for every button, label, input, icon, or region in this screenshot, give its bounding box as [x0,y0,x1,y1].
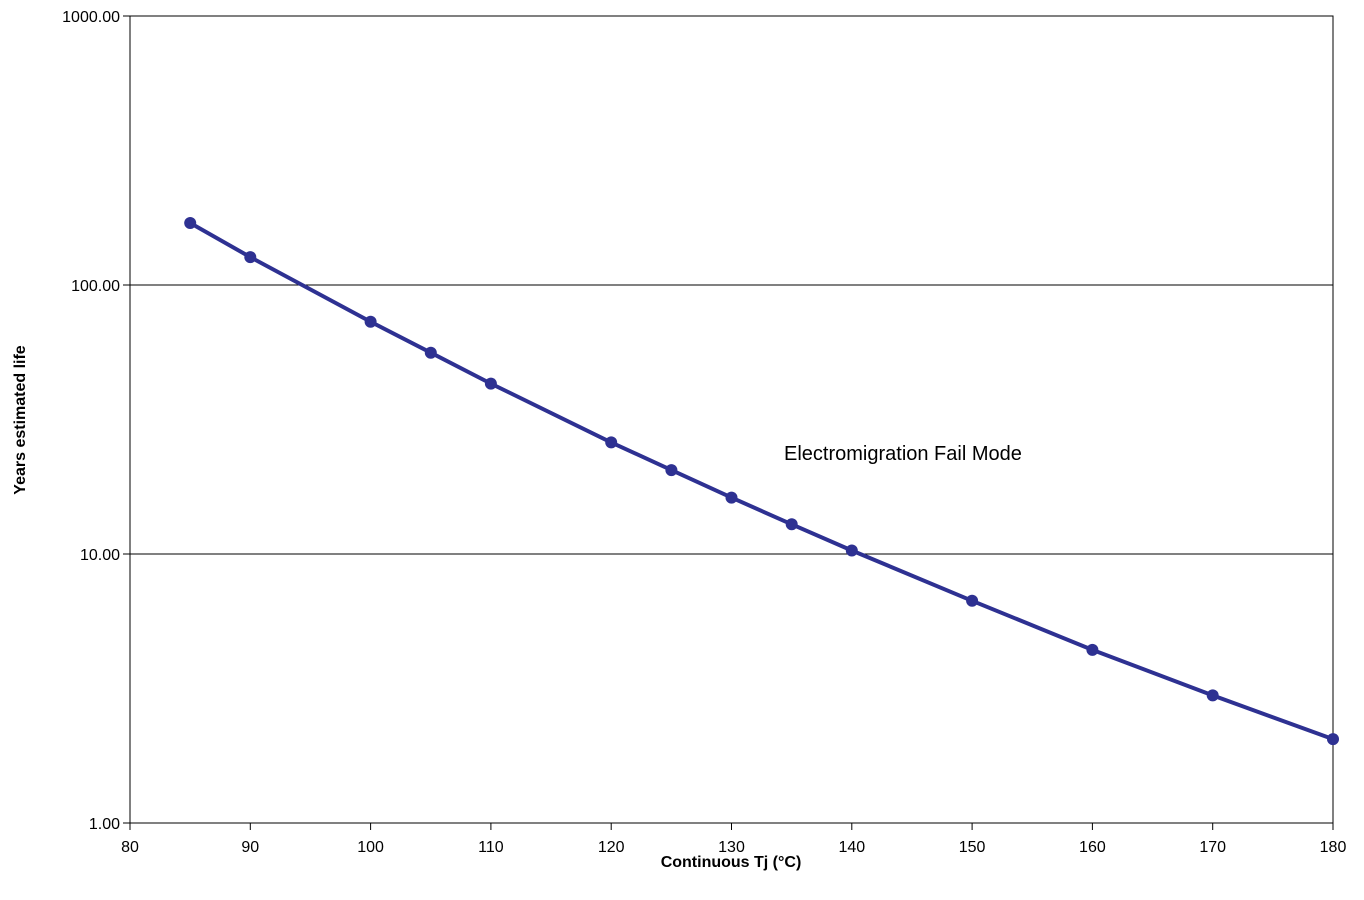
data-point [424,346,437,359]
x-tick-label: 170 [1199,839,1226,856]
x-tick-label: 90 [241,839,259,856]
data-point [244,251,257,264]
data-point [845,544,858,557]
y-tick-label: 1.00 [89,816,120,833]
x-tick-label: 110 [478,839,504,856]
x-tick-label: 120 [598,839,625,856]
x-tick-label: 140 [838,839,865,856]
x-tick-label: 130 [718,839,745,856]
data-point [665,464,678,477]
data-point [484,377,497,390]
y-tick-label: 1000.00 [62,9,120,26]
data-point [966,594,979,607]
gridlines [130,284,1333,555]
x-tick-label: 150 [959,839,986,856]
annotation-label: Electromigration Fail Mode [784,443,1022,465]
y-axis-title: Years estimated life [12,345,29,495]
data-point [1327,733,1339,746]
data-point [184,217,197,229]
data-point [364,315,377,328]
data-point [725,491,738,504]
series-layer [184,217,1339,746]
data-point [1086,643,1099,656]
axes: 1.00 10.00 100.00 1000.00 80 90 100 110 120 130 14… [62,9,1346,856]
data-point [605,436,618,449]
data-point [785,518,798,531]
x-axis-title: Continuous Tj (°C) [661,854,802,871]
x-tick-label: 160 [1079,839,1106,856]
x-tick-label: 100 [357,839,384,856]
series-line [189,221,1334,741]
y-tick-label: 10.00 [80,547,120,564]
data-point [1206,689,1219,702]
x-tick-label: 180 [1320,839,1347,856]
y-tick-label: 100.00 [71,278,120,295]
plot-area-border [129,15,1334,824]
x-tick-label: 80 [121,839,139,856]
